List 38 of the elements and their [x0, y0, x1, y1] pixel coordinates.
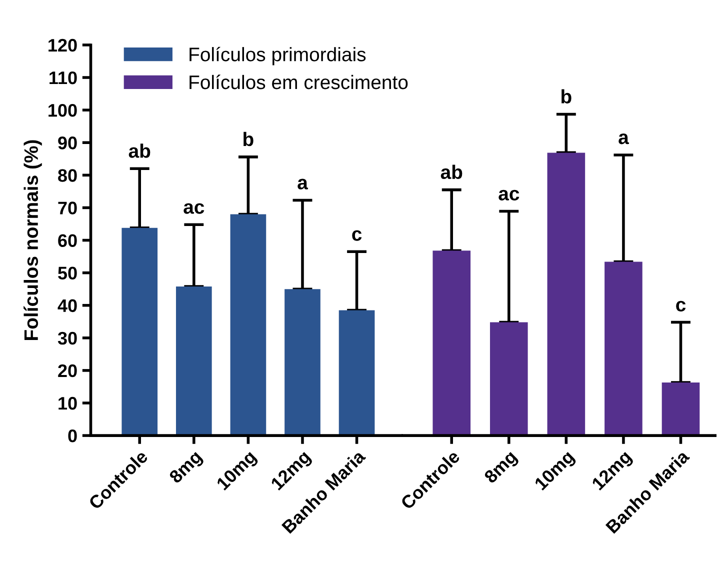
y-tick-label: 20	[58, 364, 77, 378]
annotation: ac	[184, 203, 204, 214]
y-tick-label: 60	[58, 234, 77, 247]
annotation: a	[618, 134, 629, 144]
bar	[490, 322, 528, 436]
y-tick-label: 120	[48, 38, 77, 52]
y-axis-title: Folículos normais (%)	[24, 140, 42, 340]
x-tick-label: 8mg	[483, 450, 520, 486]
bar	[230, 214, 266, 436]
annotation: c	[676, 300, 686, 312]
annotation: ab	[128, 144, 150, 158]
legend-label: Folículos em crescimento	[190, 74, 408, 90]
y-tick-label: 0	[68, 429, 77, 442]
annotation: ac	[498, 190, 520, 200]
bar	[338, 310, 375, 436]
annotation: b	[244, 132, 254, 146]
bar	[547, 152, 586, 436]
bar	[432, 250, 471, 436]
x-tick-label: 8mg	[168, 450, 205, 486]
y-tick-label: 100	[48, 104, 77, 117]
bar	[122, 228, 158, 436]
y-tick-label: 10	[58, 396, 77, 410]
legend-label: Folículos primordiais	[190, 46, 366, 66]
annotation: ab	[440, 164, 462, 180]
y-tick-label: 80	[58, 169, 77, 182]
y-tick-label: 110	[50, 71, 77, 84]
annotation: c	[352, 230, 362, 241]
bar	[604, 262, 642, 436]
bar	[176, 286, 212, 436]
y-tick-label: 50	[58, 266, 77, 280]
y-tick-label: 90	[58, 136, 77, 150]
y-tick-label: 30	[58, 332, 77, 345]
annotation: a	[298, 178, 308, 190]
y-tick-label: 40	[58, 299, 77, 312]
annotation: b	[562, 89, 572, 104]
y-tick-label: 70	[58, 202, 77, 214]
bar	[284, 289, 320, 436]
bar	[662, 382, 700, 436]
